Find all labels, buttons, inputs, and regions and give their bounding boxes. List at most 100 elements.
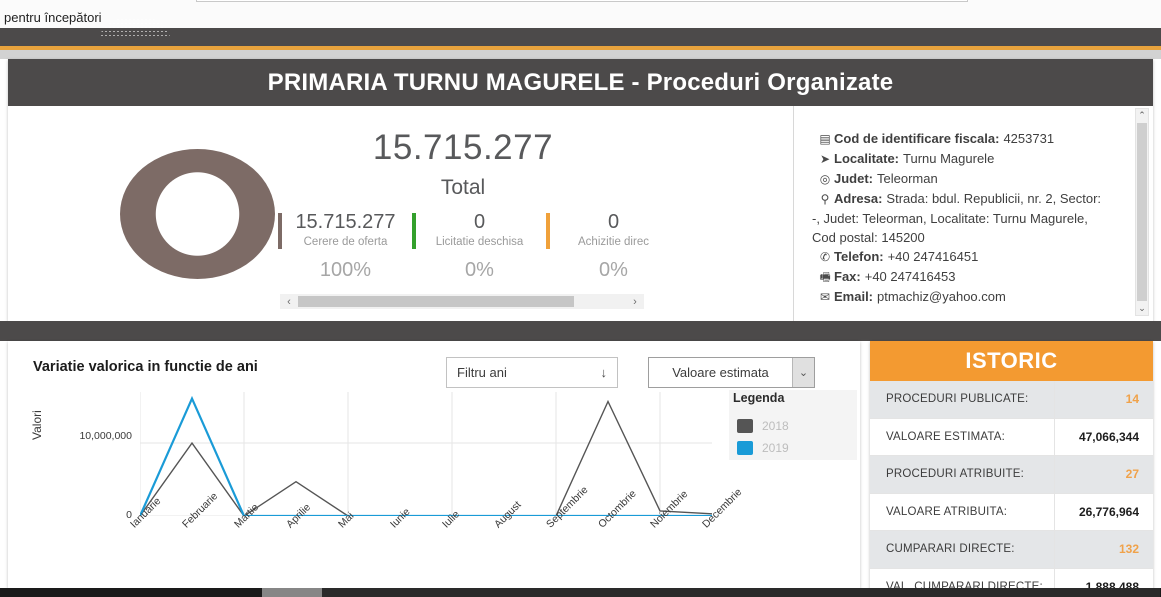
stat-value: 15.715.277: [295, 211, 396, 233]
scroll-track[interactable]: [322, 588, 1160, 597]
stat-column-cerere-de-oferta[interactable]: 15.715.277 Cerere de oferta 100%: [276, 211, 410, 289]
istoric-row-label: CUMPARARI DIRECTE:: [886, 543, 1015, 556]
address-continuation-2: Cod postal: 145200: [812, 230, 925, 245]
istoric-row-label: PROCEDURI PUBLICATE:: [886, 393, 1029, 406]
info-value: +40 247416451: [887, 249, 979, 264]
y-tick-label-10m: 10,000,000: [79, 430, 132, 442]
legend-swatch-2018: [737, 419, 753, 433]
info-line-adresa: ⚲ Adresa: Strada: bdul. Republicii, nr. …: [816, 189, 1153, 209]
scroll-thumb[interactable]: [262, 588, 322, 597]
page-horizontal-scrollbar[interactable]: [0, 588, 1161, 597]
total-value: 15.715.277: [372, 128, 554, 167]
info-label: Judet:: [834, 171, 873, 186]
address-continuation-1: -, Judet: Teleorman, Localitate: Turnu M…: [812, 211, 1088, 226]
istoric-title: ISTORIC: [965, 348, 1058, 373]
scroll-down-icon[interactable]: ⌄: [1138, 303, 1146, 313]
info-label: Fax:: [834, 269, 861, 284]
stat-color-bar: [412, 213, 416, 249]
info-value: ptmachiz@yahoo.com: [877, 289, 1006, 304]
year-filter-dropdown[interactable]: Filtru ani ↓: [446, 357, 618, 388]
istoric-header: ISTORIC: [870, 341, 1153, 381]
stat-column-licitatie-deschisa[interactable]: 0 Licitatie deschisa 0%: [410, 211, 544, 289]
legend-swatch-2019: [737, 441, 753, 455]
legend-label-2019: 2019: [762, 441, 789, 455]
info-value: Strada: bdul. Republicii, nr. 2, Sector:: [886, 191, 1102, 206]
stats-horizontal-scrollbar[interactable]: ‹ ›: [280, 294, 644, 309]
line-chart-plot: [140, 392, 712, 516]
info-label: Email:: [834, 289, 874, 304]
scroll-thumb[interactable]: [298, 296, 574, 307]
browser-top-strip: pentru începători: [0, 0, 1161, 28]
map-pin-icon: ⚲: [820, 192, 830, 206]
fax-icon: 🖷: [819, 270, 831, 284]
info-label: Cod de identificare fiscala:: [834, 131, 1000, 146]
year-filter-label: Filtru ani: [457, 365, 507, 380]
istoric-table: PROCEDURI PUBLICATE: 14 VALOARE ESTIMATA: 4…: [870, 381, 1153, 597]
envelope-icon: ✉: [819, 290, 831, 304]
istoric-row-label: VALOARE ATRIBUITA:: [886, 505, 1008, 518]
istoric-row-label: PROCEDURI ATRIBUITE:: [886, 468, 1024, 481]
partial-input-field[interactable]: [196, 0, 968, 2]
phone-icon: ✆: [819, 250, 831, 264]
chevron-down-icon: ⌄: [792, 358, 814, 387]
legend-item-2019[interactable]: 2019: [737, 438, 847, 458]
y-axis-title: Valori: [30, 410, 44, 440]
legend-item-2018[interactable]: 2018: [737, 416, 847, 436]
y-tick-label-0: 0: [126, 509, 132, 521]
info-value: Turnu Magurele: [903, 151, 995, 166]
organization-info-pane: ▤ Cod de identificare fiscala: 4253731 ➤…: [794, 106, 1153, 321]
organization-title-bar: PRIMARIA TURNU MAGURELE - Proceduri Orga…: [8, 59, 1153, 106]
istoric-row-value: 132: [1054, 531, 1153, 568]
breadcrumb-text: pentru începători: [4, 10, 102, 25]
donut-chart: [120, 149, 275, 279]
x-axis-labels: Ianuarie Februarie Martie Aprilie Mai Iunie Iu…: [128, 484, 744, 586]
arrow-down-icon: ↓: [600, 365, 608, 380]
stat-percent: 0%: [599, 259, 628, 281]
series-line-2018: [140, 402, 712, 517]
location-arrow-icon: ➤: [819, 152, 831, 166]
scroll-thumb[interactable]: [1137, 123, 1147, 301]
chart-series-lines: [140, 399, 712, 516]
info-line-email: ✉ Email: ptmachiz@yahoo.com: [816, 287, 1153, 307]
info-line-cod-fiscal: ▤ Cod de identificare fiscala: 4253731: [816, 129, 1153, 149]
stat-column-achizitie-directa[interactable]: 0 Achizitie direc 0%: [544, 211, 656, 289]
table-row: VALOARE ATRIBUITA: 26,776,964: [870, 493, 1153, 531]
section-divider-band: [0, 321, 1161, 341]
value-type-select[interactable]: Valoare estimata ⌄: [648, 357, 815, 388]
info-line-judet: ◎ Judet: Teleorman: [816, 169, 1153, 189]
info-line-fax: 🖷 Fax: +40 247416453: [816, 267, 1153, 287]
stat-color-bar: [546, 213, 550, 249]
stat-value: 0: [473, 211, 486, 233]
scroll-up-icon[interactable]: ⌃: [1138, 110, 1146, 120]
info-label: Localitate:: [834, 151, 900, 166]
table-row: CUMPARARI DIRECTE: 132: [870, 531, 1153, 569]
page-title: PRIMARIA TURNU MAGURELE - Proceduri Orga…: [267, 68, 894, 96]
info-value: +40 247416453: [864, 269, 956, 284]
organization-card: PRIMARIA TURNU MAGURELE - Proceduri Orga…: [8, 59, 1153, 321]
istoric-card: ISTORIC PROCEDURI PUBLICATE: 14 VALOARE ES…: [870, 341, 1153, 597]
orange-accent-rule: [0, 46, 1161, 50]
series-line-2019: [140, 399, 712, 516]
istoric-row-value: 26,776,964: [1054, 493, 1153, 530]
info-vertical-scrollbar[interactable]: ⌃ ⌄: [1135, 108, 1149, 316]
info-line-localitate: ➤ Localitate: Turnu Magurele: [816, 149, 1153, 169]
stat-caption: Cerere de oferta: [303, 236, 388, 248]
site-logo-icon: [100, 16, 170, 38]
stat-caption: Achizitie direc: [578, 236, 649, 248]
istoric-row-value: 14: [1054, 381, 1153, 418]
chart-title: Variatie valorica in functie de ani: [33, 359, 258, 375]
scroll-left-icon[interactable]: ‹: [287, 295, 291, 308]
target-icon: ◎: [819, 172, 831, 186]
info-label: Adresa:: [834, 191, 883, 206]
stat-caption: Licitatie deschisa: [435, 236, 524, 248]
table-row: PROCEDURI PUBLICATE: 14: [870, 381, 1153, 419]
istoric-row-value: 47,066,344: [1054, 418, 1153, 455]
statistic-columns: 15.715.277 Cerere de oferta 100% 0 Licit…: [276, 211, 656, 289]
scroll-right-icon[interactable]: ›: [633, 295, 637, 308]
stat-value: 0: [607, 211, 620, 233]
istoric-row-label: VALOARE ESTIMATA:: [886, 430, 1006, 443]
scroll-track[interactable]: [298, 296, 626, 307]
value-type-label: Valoare estimata: [672, 365, 769, 380]
page-background-gap: [0, 50, 1161, 59]
site-header-bar: [0, 16, 1161, 46]
